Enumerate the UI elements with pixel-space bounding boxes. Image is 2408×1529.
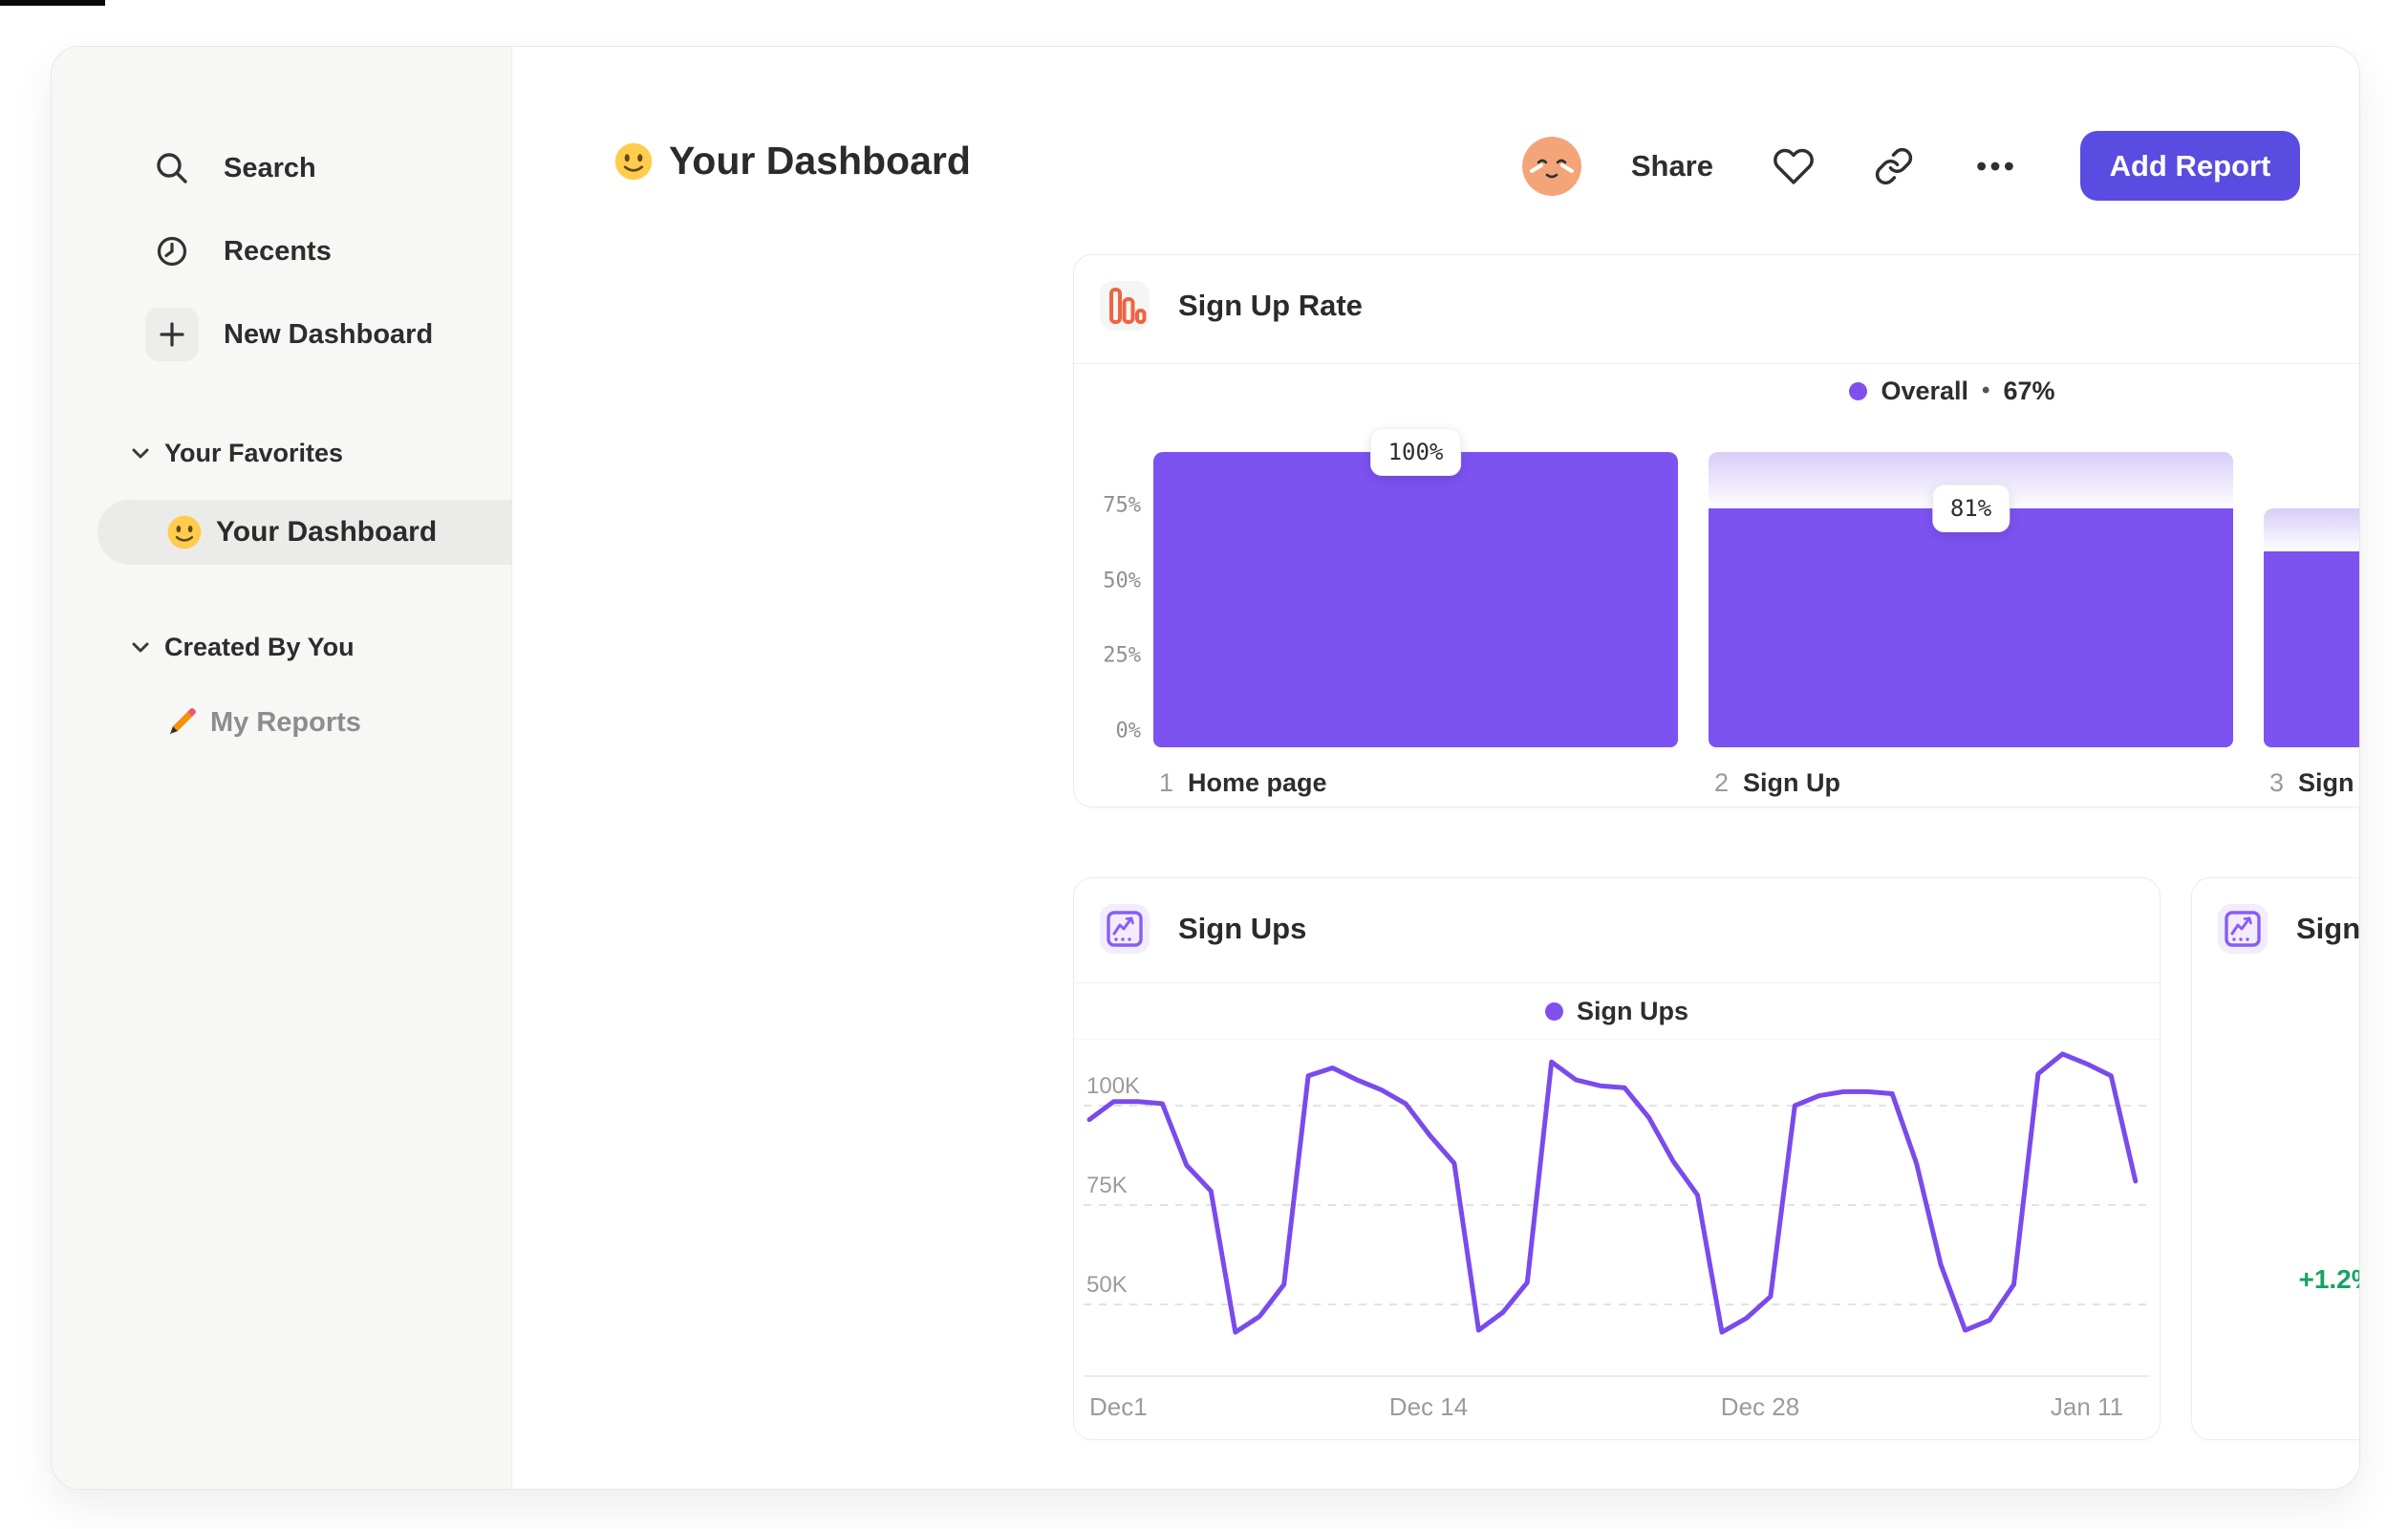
- divider: [1074, 982, 2160, 983]
- metric-sublabel: Unique Users: [2192, 1199, 2359, 1234]
- card-title: Sign Up Rate: [1178, 289, 1363, 322]
- funnel-y-tick: 75%: [1103, 493, 1141, 518]
- sidebar-item-recents[interactable]: Recents: [52, 221, 511, 282]
- share-button[interactable]: Share: [1630, 148, 1713, 183]
- funnel-bars-icon: [1100, 281, 1150, 331]
- sidebar-item-your-dashboard[interactable]: Your Dashboard: [97, 500, 544, 565]
- sidebar-item-my-reports[interactable]: My Reports: [52, 693, 511, 752]
- legend-label: Overall: [1881, 376, 1969, 405]
- line-y-tick: 75K: [1086, 1173, 1128, 1198]
- copy-link-icon[interactable]: [1874, 146, 1914, 186]
- sidebar-item-label: Search: [224, 152, 316, 183]
- smiley-emoji: [613, 141, 654, 182]
- chevron-down-icon: [130, 641, 151, 655]
- add-report-button[interactable]: Add Report: [2080, 131, 2300, 201]
- sidebar-item-label: Your Dashboard: [216, 516, 438, 548]
- smiley-emoji: [166, 514, 203, 550]
- funnel-y-tick: 50%: [1103, 569, 1141, 593]
- more-options-icon[interactable]: [1973, 144, 2017, 188]
- funnel-ghost-segment: [2264, 507, 2359, 551]
- metric-delta-row: +1.2%compared to previous period: [2192, 1264, 2359, 1295]
- line-chart-icon: [1100, 904, 1150, 954]
- search-icon: [145, 141, 199, 195]
- favorite-heart-icon[interactable]: [1773, 145, 1815, 187]
- line-x-tick: Dec 28: [1720, 1392, 1800, 1421]
- line-chart-svg: [1084, 1051, 2150, 1377]
- card-header: Sign Up Rate: [1074, 255, 2359, 363]
- sign-ups-today-card: Sign Ups Today 100K Unique Users +1.2%co…: [2191, 877, 2360, 1440]
- legend-dot: [1544, 1001, 1563, 1021]
- card-header: Sign Ups: [1074, 878, 2160, 986]
- card-header: Sign Ups Today: [2192, 878, 2360, 986]
- legend-label: Sign Ups: [1576, 996, 1688, 1025]
- sidebar: Search Recents New Dashboard: [52, 47, 544, 1489]
- legend-separator: •: [1982, 377, 1990, 403]
- sidebar-item-label: New Dashboard: [224, 318, 434, 350]
- funnel-bar[interactable]: [2264, 550, 2359, 747]
- funnel-value-label: 81%: [1931, 484, 2010, 532]
- delta-value: +1.2%: [2298, 1264, 2359, 1294]
- sign-up-rate-card: Sign Up Rate Overall • 67% 75% 50% 25% 0% 10…: [1073, 254, 2359, 808]
- pencil-emoji: [164, 705, 199, 740]
- divider: [1074, 1039, 2160, 1040]
- funnel-y-tick: 25%: [1103, 643, 1141, 668]
- line-x-tick: Dec1: [1089, 1392, 1148, 1421]
- legend-value: 67%: [2003, 376, 2055, 405]
- divider: [1074, 363, 2359, 364]
- sidebar-item-search[interactable]: Search: [52, 138, 511, 199]
- plus-icon: [145, 308, 199, 361]
- funnel-value-label: 100%: [1369, 428, 1462, 476]
- dashboard-header: Your Dashboard Share: [512, 47, 2359, 248]
- clock-icon: [145, 225, 199, 278]
- main-content: Your Dashboard Share: [512, 47, 2359, 1489]
- screen-edge-artifact: [0, 0, 105, 6]
- legend-dot: [1849, 381, 1868, 400]
- card-title: Sign Ups Today: [2296, 912, 2360, 945]
- funnel-bar[interactable]: [1709, 507, 2233, 747]
- avatar[interactable]: [1521, 136, 1581, 196]
- funnel-y-tick: 0%: [1115, 719, 1142, 743]
- line-x-tick: Jan 11: [2050, 1392, 2124, 1421]
- line-legend: Sign Ups: [1074, 986, 2160, 1036]
- sidebar-item-label: My Reports: [210, 706, 361, 738]
- sidebar-section-created-by-you[interactable]: Created By You: [130, 633, 355, 662]
- funnel-step-label: 2 Sign Up: [1714, 768, 1841, 797]
- funnel-bar[interactable]: [1153, 452, 1678, 747]
- section-title: Your Favorites: [164, 439, 344, 467]
- sign-ups-card: Sign Ups Sign Ups 100K 75K 50K Dec1 Dec 14 De…: [1073, 877, 2161, 1440]
- card-title: Sign Ups: [1178, 912, 1307, 945]
- sign-ups-series-line: [1086, 1051, 2139, 1335]
- sidebar-section-your-favorites[interactable]: Your Favorites: [130, 439, 343, 468]
- line-chart-icon: [2218, 904, 2268, 954]
- line-x-tick: Dec 14: [1388, 1392, 1469, 1421]
- section-title: Created By You: [164, 633, 355, 661]
- funnel-legend: Overall • 67%: [1074, 368, 2359, 414]
- funnel-step-label: 1 Home page: [1159, 768, 1327, 797]
- sign-ups-line-chart: 100K 75K 50K Dec1 Dec 14 Dec 28 Jan 11: [1074, 878, 2160, 1439]
- metric-value: 100K: [2192, 1029, 2359, 1174]
- line-y-tick: 50K: [1086, 1272, 1128, 1298]
- line-y-tick: 100K: [1086, 1073, 1141, 1099]
- sidebar-item-new-dashboard[interactable]: New Dashboard: [52, 304, 511, 365]
- chevron-down-icon: [130, 447, 151, 461]
- sidebar-item-label: Recents: [224, 235, 332, 267]
- page-title: Your Dashboard: [669, 139, 971, 183]
- app-window: Search Recents New Dashboard: [51, 46, 2360, 1490]
